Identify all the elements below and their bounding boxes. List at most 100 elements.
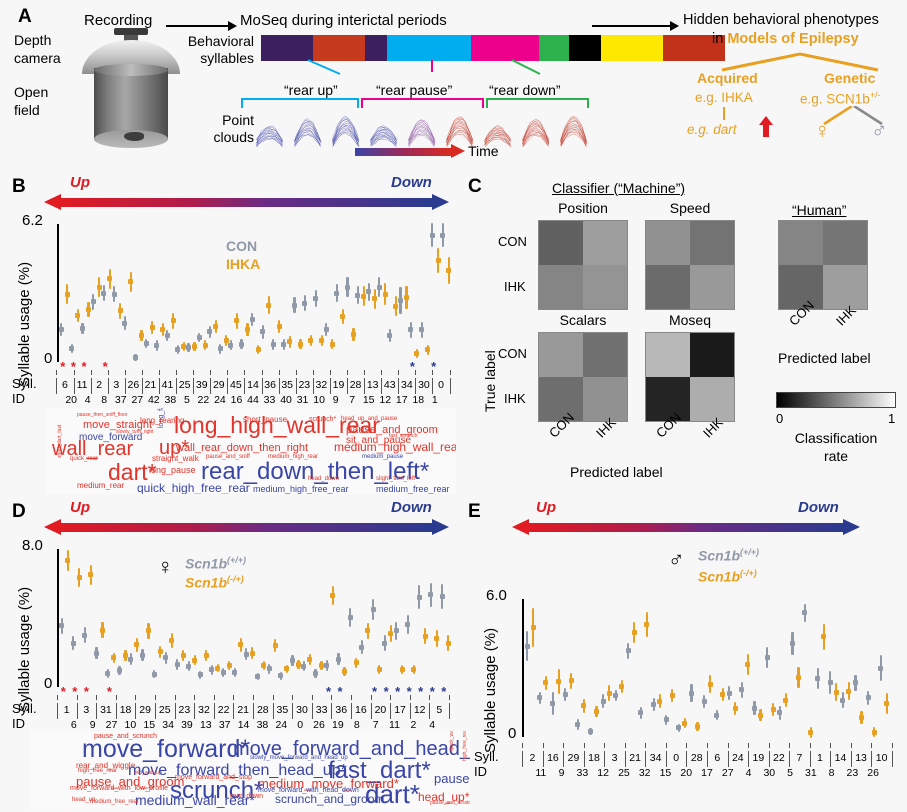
data-point: [132, 355, 138, 361]
panel-d-legend-het: Scn1b(-/+): [185, 574, 244, 591]
data-point: [403, 294, 409, 300]
confusion-matrix-moseq: [645, 332, 735, 422]
confusion-cell: [690, 221, 734, 265]
panel-c-predicted-label-machine: Predicted label: [570, 464, 663, 480]
cloud-word: long_rearing: [140, 416, 185, 425]
data-point: [341, 668, 347, 674]
axis-tick: [244, 370, 246, 375]
panel-d-up-label: Up: [70, 499, 90, 516]
classifier-title: Classifier (“Machine”): [552, 180, 686, 196]
matrix-row-label-con-2: CON: [498, 346, 527, 361]
panel-d-syllable-axis: 1 3 31 18 29 25 23 32 22 21 28 35 30 33 36 16 20 17 12 5 6 9 2…: [53, 695, 453, 731]
axis-tick: [56, 370, 58, 375]
axis-separator: [213, 703, 215, 719]
syllable-id-number: 22: [197, 394, 210, 406]
data-point: [111, 291, 117, 297]
syllable-number: 2: [529, 752, 536, 764]
panel-b-updown-arrow: [44, 194, 449, 210]
axis-tick: [176, 370, 178, 375]
syllable-id-number: 8: [353, 719, 360, 731]
axis-tick: [522, 743, 524, 748]
panel-d-significance-markers: * * * * * * * * * * * * *: [59, 685, 451, 701]
panel-d-ymax-tick: 8.0: [22, 537, 43, 554]
axis-separator: [449, 703, 451, 719]
axis-separator: [154, 703, 156, 719]
syllable-id-number: 12: [379, 394, 392, 406]
data-point: [318, 662, 324, 668]
data-point: [543, 680, 549, 686]
data-point: [393, 303, 399, 309]
significance-star-down: *: [431, 359, 437, 374]
syllable-id-number: 39: [181, 719, 193, 731]
recording-arrow-head: [228, 21, 237, 31]
syllable-segment: [539, 35, 569, 61]
data-point: [64, 291, 70, 297]
data-point: [128, 656, 134, 662]
panel-d-syll-label: Syll.: [12, 701, 37, 716]
cloud-word: wall_rear_down_then_right: [176, 442, 309, 454]
syllable-number: 22: [217, 704, 230, 716]
panel-e-syll-label: Syll.: [474, 749, 499, 764]
data-point: [160, 327, 166, 333]
panel-e-legend-wt-text: Scn1b: [698, 547, 741, 564]
moseq-arrow-head: [670, 21, 679, 31]
phenotype-branch: [721, 52, 879, 72]
axis-separator: [227, 378, 229, 394]
axis-tick: [261, 370, 263, 375]
data-point: [732, 705, 738, 711]
syllable-number: 28: [349, 379, 362, 391]
syllable-id-number: 26: [313, 719, 325, 731]
colorbar-min-label: 0: [776, 411, 784, 426]
data-point: [276, 323, 282, 329]
syllable-number: 23: [298, 379, 311, 391]
data-point: [429, 232, 435, 238]
time-arrow-bar: [355, 148, 451, 156]
significance-star-up: *: [81, 359, 87, 374]
axis-tick: [449, 695, 451, 700]
genetic-label: Genetic: [824, 70, 876, 86]
panel-e-legend-het-text: Scn1b: [698, 568, 741, 585]
cloud-word: medium_free_rear: [90, 799, 140, 805]
syllable-number: 16: [354, 704, 367, 716]
data-point: [399, 667, 405, 673]
syllable-id-number: 4: [84, 394, 91, 406]
panel-e-down-label: Down: [798, 499, 839, 516]
axis-separator: [272, 703, 274, 719]
axis-separator: [364, 378, 366, 394]
data-point: [376, 667, 382, 673]
data-point: [76, 574, 82, 580]
acquired-example: e.g. IHKA: [695, 90, 753, 105]
data-point: [234, 318, 240, 324]
axis-tick: [727, 743, 729, 748]
panel-d-plot-area: [59, 549, 451, 687]
panel-c-letter: C: [468, 176, 482, 197]
panel-d-down-label: Down: [391, 499, 432, 516]
panel-d-y-axis-label: Syllable usage (%): [16, 586, 33, 712]
significance-star-up: *: [106, 684, 112, 699]
significance-star-up: *: [60, 684, 66, 699]
data-point: [238, 341, 244, 347]
moseq-arrow-line: [592, 25, 670, 27]
data-point: [217, 346, 223, 352]
syllable-segment: [313, 35, 365, 61]
data-point: [291, 302, 297, 308]
panel-b-plot-area: [58, 222, 452, 362]
syllable-connectors: [307, 59, 541, 75]
data-point: [170, 318, 176, 324]
syllable-id-number: 33: [576, 767, 589, 779]
confusion-cell: [583, 265, 627, 309]
syllable-number: 20: [374, 704, 387, 716]
data-point: [694, 724, 700, 730]
panel-e-up-label: Up: [536, 499, 556, 516]
syllable-number: 31: [100, 704, 112, 716]
syllable-id-number: 42: [147, 394, 160, 406]
matrix-row-label-ihk-1: IHK: [504, 279, 526, 294]
syllable-number: 1: [817, 752, 823, 764]
axis-separator: [115, 703, 117, 719]
confusion-cell: [779, 221, 823, 265]
data-point: [414, 350, 420, 356]
data-point: [196, 335, 202, 341]
data-point: [281, 341, 287, 347]
panel-d-id-label: ID: [12, 716, 25, 731]
data-point: [88, 572, 94, 578]
